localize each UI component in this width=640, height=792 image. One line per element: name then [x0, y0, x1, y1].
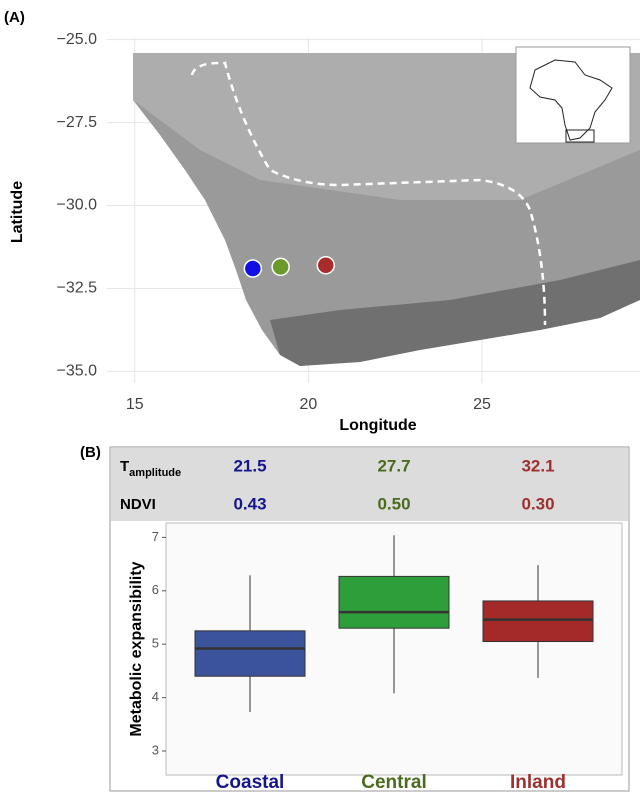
panel-label: (B): [80, 444, 101, 461]
x-tick-label: Central: [361, 772, 426, 792]
inset-extent: [565, 129, 595, 143]
x-axis-label: Longitude: [339, 417, 416, 434]
y-tick-label: −35.0: [57, 363, 98, 380]
x-tick-label: Coastal: [216, 772, 285, 792]
stats-header: [111, 448, 628, 521]
y-tick-label: 7: [152, 529, 159, 544]
africa-outline: [529, 59, 613, 141]
y-axis-label: Latitude: [9, 181, 26, 243]
y-tick-label: −27.5: [57, 114, 98, 131]
x-tick-label: Inland: [510, 772, 566, 792]
site-point: [316, 255, 336, 275]
stat-value: 21.5: [233, 456, 266, 475]
stat-value: 32.1: [521, 456, 554, 475]
stat-value: 0.30: [521, 494, 554, 513]
stat-subscript: amplitude: [129, 467, 181, 479]
y-tick-label: 3: [152, 742, 159, 757]
stat-name: NDVI: [120, 496, 156, 513]
box: [338, 575, 450, 629]
stat-name: T: [120, 458, 129, 475]
stat-label: NDVI: [120, 496, 156, 513]
stat-label: Tamplitude: [120, 458, 181, 479]
stat-value: 0.50: [377, 494, 410, 513]
x-tick-label: 20: [299, 396, 317, 413]
y-axis-label: Metabolic expansibility: [128, 561, 145, 736]
site-point: [243, 259, 263, 278]
y-tick-label: 5: [152, 636, 159, 651]
stat-value: 27.7: [377, 456, 410, 475]
y-tick-label: −32.5: [57, 280, 98, 297]
stat-value: 0.43: [233, 494, 266, 513]
map-land-dark: [270, 260, 640, 366]
y-tick-label: −25.0: [57, 31, 98, 48]
map-land-light: [133, 53, 640, 200]
site-point: [271, 257, 290, 277]
x-tick-label: 15: [126, 396, 144, 413]
panel-label: (A): [4, 9, 25, 26]
inset-map: [515, 46, 631, 144]
box: [482, 600, 594, 643]
x-tick-label: 25: [473, 396, 491, 413]
region-boundary: [190, 61, 547, 326]
y-tick-label: 6: [152, 582, 159, 597]
y-tick-label: −30.0: [57, 197, 98, 214]
box: [194, 630, 306, 677]
y-tick-label: 4: [152, 689, 159, 704]
